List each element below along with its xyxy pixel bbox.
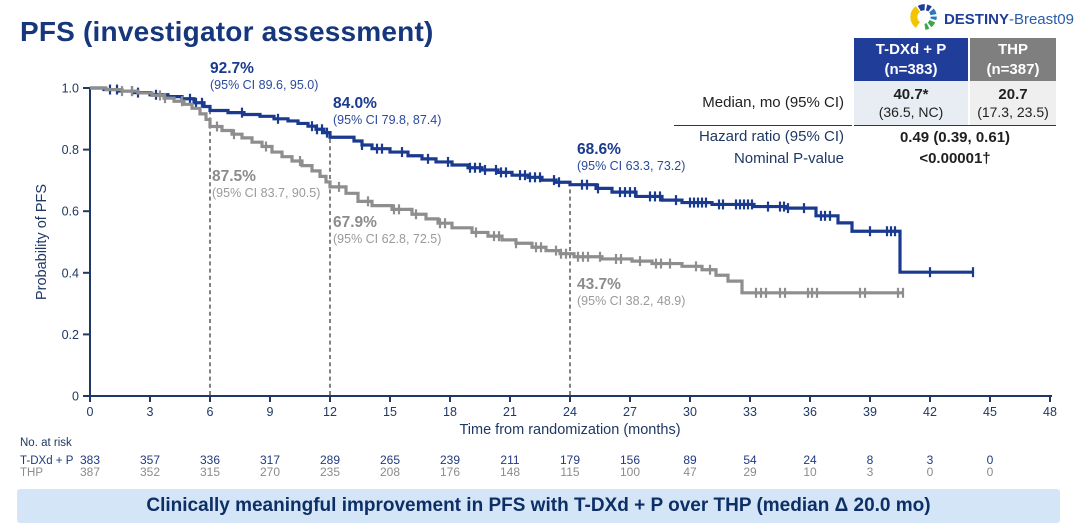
destiny-logo-icon xyxy=(909,2,939,37)
risk-count: 235 xyxy=(320,465,340,479)
key-message-banner: Clinically meaningful improvement in PFS… xyxy=(17,489,1060,523)
annotation-value: 67.9% xyxy=(333,214,377,231)
risk-count: 336 xyxy=(200,453,220,467)
results-table: T-DXd + P (n=383) THP (n=387) Median, mo… xyxy=(674,38,1056,170)
risk-row-label: THP xyxy=(20,467,43,479)
risk-count: 239 xyxy=(440,453,460,467)
hazard-ratio-value: 0.49 (0.39, 0.61) xyxy=(854,125,1056,148)
no-at-risk-title: No. at risk xyxy=(20,437,72,449)
risk-count: 270 xyxy=(260,465,280,479)
risk-count: 148 xyxy=(500,465,520,479)
risk-count: 352 xyxy=(140,465,160,479)
p-value-label: Nominal P-value xyxy=(733,149,844,167)
risk-count: 317 xyxy=(260,453,280,467)
x-tick-label: 27 xyxy=(623,405,637,419)
risk-count: 387 xyxy=(80,465,100,479)
km-annotation: 92.7% (95% CI 89.6, 95.0) xyxy=(210,60,318,92)
risk-count: 176 xyxy=(440,465,460,479)
annotation-ci: (95% CI 38.2, 48.9) xyxy=(577,293,686,308)
risk-row-label: T-DXd + P xyxy=(20,455,74,467)
risk-count: 179 xyxy=(560,453,580,467)
y-tick-label: 0.6 xyxy=(62,205,79,219)
risk-count: 0 xyxy=(987,453,994,467)
x-tick-label: 36 xyxy=(803,405,817,419)
annotation-value: 43.7% xyxy=(577,276,621,293)
km-annotation: 67.9% (95% CI 62.8, 72.5) xyxy=(333,214,441,246)
x-tick-label: 6 xyxy=(207,405,214,419)
x-tick-label: 18 xyxy=(443,405,457,419)
x-tick-label: 21 xyxy=(503,405,517,419)
risk-count: 383 xyxy=(80,453,100,467)
risk-count: 100 xyxy=(620,465,640,479)
km-annotation: 87.5% (95% CI 83.7, 90.5) xyxy=(212,168,320,200)
risk-count: 47 xyxy=(683,465,697,479)
risk-count: 0 xyxy=(987,465,994,479)
annotation-value: 84.0% xyxy=(333,95,377,112)
median-row-label: Median, mo (95% CI) xyxy=(702,94,844,112)
y-tick-label: 1.0 xyxy=(62,82,79,96)
km-annotation: 68.6% (95% CI 63.3, 73.2) xyxy=(577,141,685,173)
annotation-ci: (95% CI 79.8, 87.4) xyxy=(333,112,442,127)
annotation-value: 87.5% xyxy=(212,168,256,185)
risk-count: 315 xyxy=(200,465,220,479)
annotation-value: 92.7% xyxy=(210,60,254,77)
x-tick-label: 15 xyxy=(383,405,397,419)
risk-count: 29 xyxy=(743,465,757,479)
median-thp-cell: 20.7 (17.3, 23.5) xyxy=(970,81,1056,125)
x-axis-label: Time from randomization (months) xyxy=(459,422,680,438)
x-tick-label: 33 xyxy=(743,405,757,419)
risk-count: 265 xyxy=(380,453,400,467)
risk-count: 156 xyxy=(620,453,640,467)
y-axis-label: Probability of PFS xyxy=(34,184,50,300)
destiny-breast09-logo: DESTINY-Breast09 xyxy=(909,2,1074,37)
km-annotation: 84.0% (95% CI 79.8, 87.4) xyxy=(333,95,441,127)
risk-count: 24 xyxy=(803,453,817,467)
x-tick-label: 48 xyxy=(1043,405,1057,419)
km-curve-t-dxd-p xyxy=(90,86,974,274)
risk-count: 115 xyxy=(560,465,579,479)
risk-count: 0 xyxy=(927,465,934,479)
col-tdxdp-header: T-DXd + P (n=383) xyxy=(854,38,968,81)
x-tick-label: 24 xyxy=(563,405,577,419)
x-tick-label: 12 xyxy=(323,405,337,419)
risk-count: 357 xyxy=(140,453,160,467)
x-tick-label: 42 xyxy=(923,405,937,419)
annotation-ci: (95% CI 63.3, 73.2) xyxy=(577,158,686,173)
km-annotation: 43.7% (95% CI 38.2, 48.9) xyxy=(577,276,685,308)
y-tick-label: 0.8 xyxy=(62,143,79,157)
annotation-value: 68.6% xyxy=(577,141,621,158)
y-tick-label: 0.4 xyxy=(62,266,79,280)
x-tick-label: 0 xyxy=(87,405,94,419)
page-title: PFS (investigator assessment) xyxy=(20,16,434,47)
annotation-ci: (95% CI 62.8, 72.5) xyxy=(333,231,442,246)
risk-count: 54 xyxy=(743,453,757,467)
annotation-ci: (95% CI 83.7, 90.5) xyxy=(212,185,321,200)
risk-count: 10 xyxy=(803,465,817,479)
col-thp-header: THP (n=387) xyxy=(970,38,1056,81)
y-tick-label: 0.2 xyxy=(62,328,79,342)
y-tick-label: 0 xyxy=(72,390,79,404)
x-tick-label: 3 xyxy=(147,405,154,419)
x-tick-label: 9 xyxy=(267,405,274,419)
x-tick-label: 45 xyxy=(983,405,997,419)
results-table-corner xyxy=(674,38,852,81)
x-tick-label: 39 xyxy=(863,405,877,419)
x-tick-label: 30 xyxy=(683,405,697,419)
risk-count: 3 xyxy=(867,465,874,479)
risk-count: 89 xyxy=(683,453,697,467)
risk-count: 208 xyxy=(380,465,400,479)
median-tdxdp-cell: 40.7* (36.5, NC) xyxy=(854,81,968,125)
risk-count: 289 xyxy=(320,453,340,467)
risk-count: 211 xyxy=(500,453,519,467)
risk-count: 8 xyxy=(867,453,874,467)
annotation-ci: (95% CI 89.6, 95.0) xyxy=(210,77,319,92)
destiny-logo-text: DESTINY-Breast09 xyxy=(943,11,1074,28)
risk-count: 3 xyxy=(927,453,934,467)
hazard-ratio-label: Hazard ratio (95% CI) xyxy=(674,125,852,148)
p-value: <0.00001† xyxy=(919,150,991,167)
